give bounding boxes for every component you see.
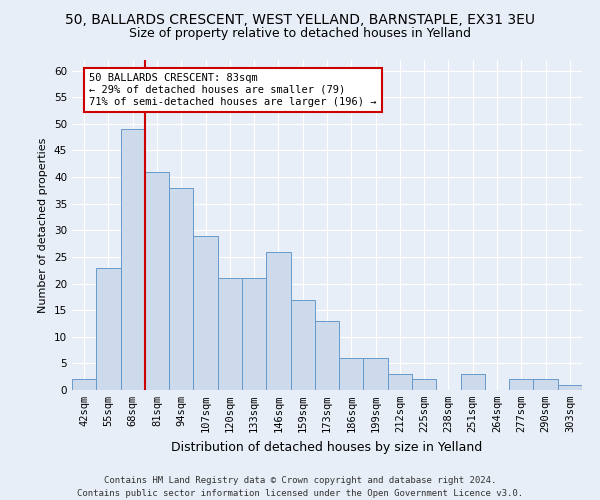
Bar [145, 172, 169, 390]
Bar [266, 252, 290, 390]
Text: Contains HM Land Registry data © Crown copyright and database right 2024.
Contai: Contains HM Land Registry data © Crown c… [77, 476, 523, 498]
Text: 50 BALLARDS CRESCENT: 83sqm
← 29% of detached houses are smaller (79)
71% of sem: 50 BALLARDS CRESCENT: 83sqm ← 29% of det… [89, 74, 377, 106]
Bar [412, 380, 436, 390]
X-axis label: Distribution of detached houses by size in Yelland: Distribution of detached houses by size … [172, 440, 482, 454]
Bar [558, 384, 582, 390]
Bar [218, 278, 242, 390]
Y-axis label: Number of detached properties: Number of detached properties [38, 138, 49, 312]
Bar [509, 380, 533, 390]
Bar [388, 374, 412, 390]
Bar [96, 268, 121, 390]
Text: 50, BALLARDS CRESCENT, WEST YELLAND, BARNSTAPLE, EX31 3EU: 50, BALLARDS CRESCENT, WEST YELLAND, BAR… [65, 12, 535, 26]
Bar [339, 358, 364, 390]
Bar [364, 358, 388, 390]
Bar [242, 278, 266, 390]
Bar [121, 129, 145, 390]
Bar [193, 236, 218, 390]
Bar [169, 188, 193, 390]
Bar [315, 321, 339, 390]
Bar [290, 300, 315, 390]
Bar [533, 380, 558, 390]
Text: Size of property relative to detached houses in Yelland: Size of property relative to detached ho… [129, 28, 471, 40]
Bar [72, 380, 96, 390]
Bar [461, 374, 485, 390]
